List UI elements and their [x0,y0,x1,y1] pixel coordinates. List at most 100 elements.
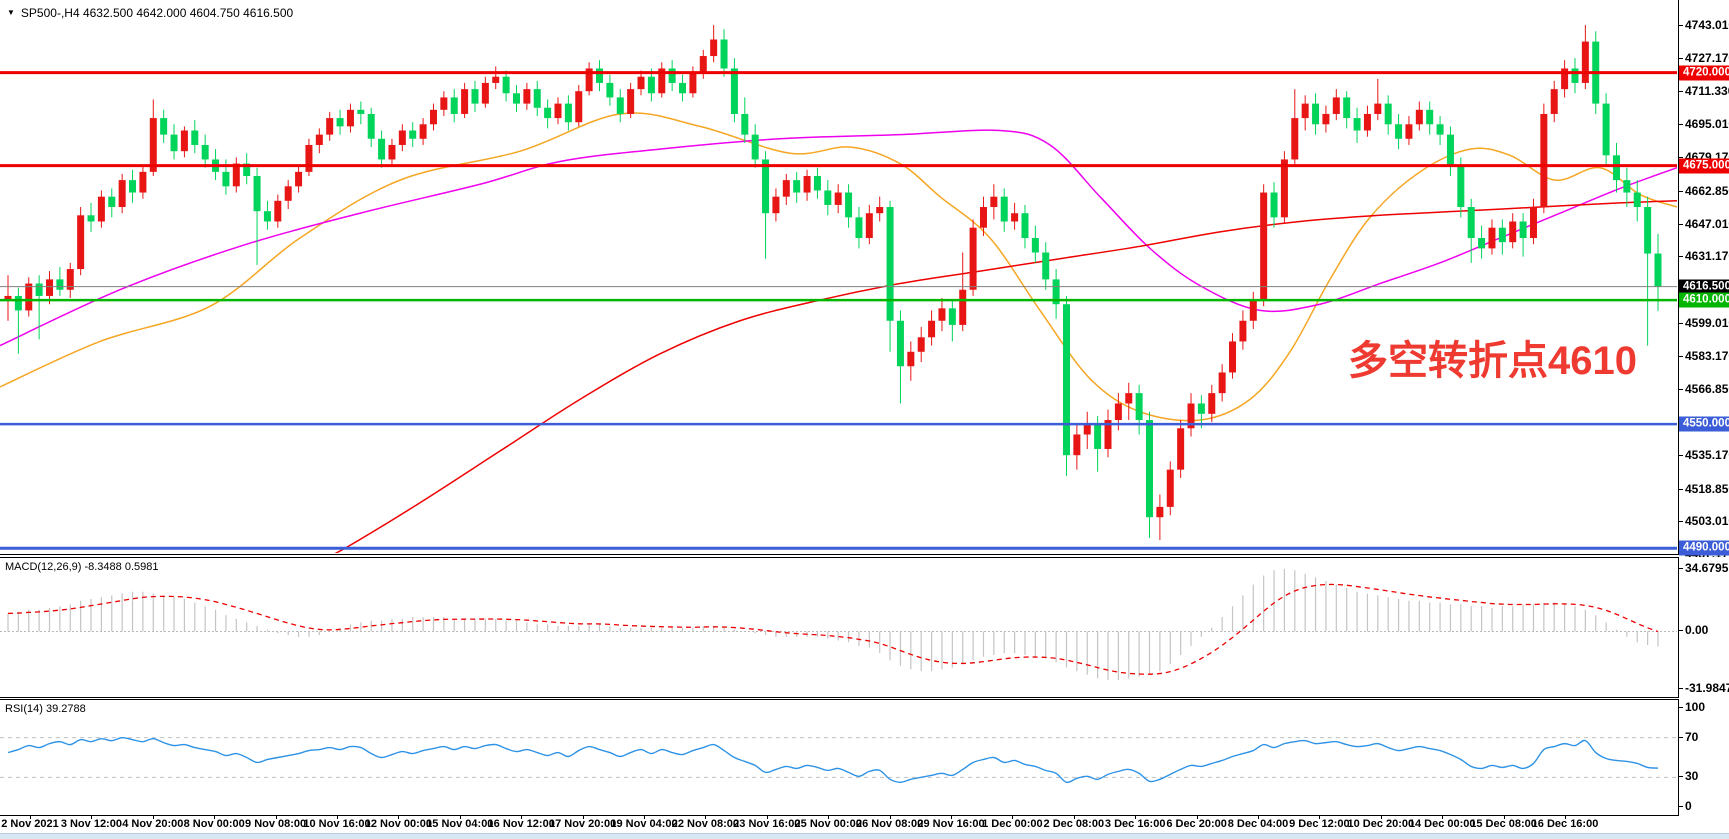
time-tick-label: 10 Nov 16:00 [303,818,371,830]
time-tick-label: 16 Dec 16:00 [1531,818,1599,830]
time-tickmark [1012,815,1014,819]
time-tick-label: 3 Dec 16:00 [1104,818,1166,830]
price-tick-label: 4503.010 [1685,514,1729,529]
MA-fast-orange [0,112,1677,422]
price-tick-label: 4583.170 [1685,348,1729,363]
rsi-axis[interactable]: 100 70 30 0 [1679,699,1729,816]
rsi-tickmark [1679,706,1683,708]
time-tick-label: 8 Dec 04:00 [1227,818,1289,830]
chart-dropdown-icon[interactable]: ▼ [7,8,15,17]
time-tickmark [705,815,707,819]
price-tickmark [1679,124,1683,126]
time-tickmark [644,815,645,819]
time-tickmark [1565,815,1566,819]
price-tickmark [1679,256,1683,258]
price-tickmark [1679,521,1683,523]
price-axis[interactable]: 4743.0104727.1704711.3304695.0104679.170… [1679,0,1729,561]
time-tickmark [582,815,584,819]
price-tickmark [1679,157,1683,159]
time-tick-label: 19 Nov 04:00 [610,818,678,830]
price-tick-label: 4647.010 [1685,216,1729,231]
window-bottom-strip [0,833,1729,839]
rsi-tickmark [1679,736,1683,738]
price-chart-panel[interactable]: ▼ SP500-,H4 4632.500 4642.000 4604.750 4… [0,0,1679,555]
price-tick-label: 4599.010 [1685,315,1729,330]
time-tick-label: 25 Nov 00:00 [794,818,862,830]
price-level-badge: 4616.500 [1679,279,1729,295]
price-tick-label: 4535.170 [1685,447,1729,462]
price-tickmark [1679,223,1683,225]
macd-axis[interactable]: 34.6795 0.00 -31.9847 [1679,557,1729,698]
time-tick-label: 9 Dec 12:00 [1289,818,1350,830]
time-tickmark [766,815,768,819]
price-level-badge: 4610.000 [1679,292,1729,308]
macd-panel[interactable]: MACD(12,26,9) -8.3488 0.5981 [0,557,1679,698]
macd-tickmark [1679,567,1683,569]
macd-tick-label: 0.00 [1685,623,1709,638]
time-tickmark [337,815,338,819]
price-tickmark [1679,90,1683,92]
time-axis[interactable]: 2 Nov 2021 3 Nov 12:00 4 Nov 20:00 8 Nov 00… [0,815,1679,833]
time-tickmark [1196,815,1198,819]
price-level-badge: 4720.000 [1679,65,1729,81]
time-tick-label: 6 Dec 20:00 [1166,818,1227,830]
price-tick-label: 4631.170 [1685,249,1729,264]
time-tick-label: 15 Dec 08:00 [1470,818,1537,830]
time-tick-label: 10 Dec 20:00 [1347,818,1415,830]
time-tickmark [30,815,31,819]
time-tickmark [275,815,277,819]
macd-tickmark [1679,688,1683,690]
rsi-chart[interactable] [0,700,1677,815]
rsi-label: RSI(14) 39.2788 [5,703,86,715]
time-tickmark [1073,815,1075,819]
time-tick-label: 9 Nov 08:00 [245,818,307,830]
time-tickmark [459,815,461,819]
time-tickmark [1503,815,1505,819]
macd-tickmark [1679,630,1683,632]
time-tick-label: 14 Dec 00:00 [1408,818,1476,830]
time-tickmark [521,815,523,819]
macd-chart[interactable] [0,558,1677,697]
price-tick-label: 4711.330 [1685,83,1729,98]
time-tick-label: 16 Nov 12:00 [487,818,555,830]
rsi-tickmark [1679,806,1683,808]
candlestick-chart[interactable] [0,0,1677,553]
time-tickmark [1319,815,1321,819]
rsi-panel[interactable]: RSI(14) 39.2788 [0,699,1679,816]
time-tick-label: 2 Nov 2021 [1,818,59,830]
price-tickmark [1679,322,1683,324]
price-level-badge: 4490.000 [1679,540,1729,556]
price-tickmark [1679,25,1683,26]
time-tickmark [1380,815,1382,819]
time-tickmark [1442,815,1444,819]
time-tickmark [889,815,891,819]
price-tick-label: 4566.850 [1685,382,1729,397]
time-tickmark [1258,815,1259,819]
time-tick-label: 2 Dec 08:00 [1043,818,1105,830]
price-tickmark [1679,355,1683,357]
time-tickmark [152,815,154,819]
chart-title: SP500-,H4 4632.500 4642.000 4604.750 461… [20,6,294,20]
time-tick-label: 1 Dec 00:00 [982,818,1043,830]
price-tick-label: 4518.850 [1685,481,1729,496]
time-tick-label: 17 Nov 20:00 [548,818,617,830]
time-tick-label: 12 Nov 00:00 [364,818,433,830]
rsi-tick-label: 70 [1685,729,1699,744]
time-tickmark [91,815,93,819]
MA-mid-magenta [0,129,1677,347]
time-tickmark [951,815,952,819]
time-tick-label: 4 Nov 20:00 [122,818,184,830]
price-tick-label: 4695.010 [1685,117,1729,132]
macd-tick-label: -31.9847 [1685,681,1729,696]
price-tick-label: 4662.850 [1685,183,1729,198]
time-tick-label: 8 Nov 00:00 [183,818,245,830]
time-tickmark [1135,815,1137,819]
time-tickmark [214,815,216,819]
price-tick-label: 4743.010 [1685,18,1729,32]
time-tickmark [828,815,830,819]
price-tickmark [1679,57,1683,59]
time-tick-label: 15 Nov 04:00 [426,818,494,830]
time-tickmark [398,815,400,819]
time-tick-label: 26 Nov 08:00 [855,818,924,830]
